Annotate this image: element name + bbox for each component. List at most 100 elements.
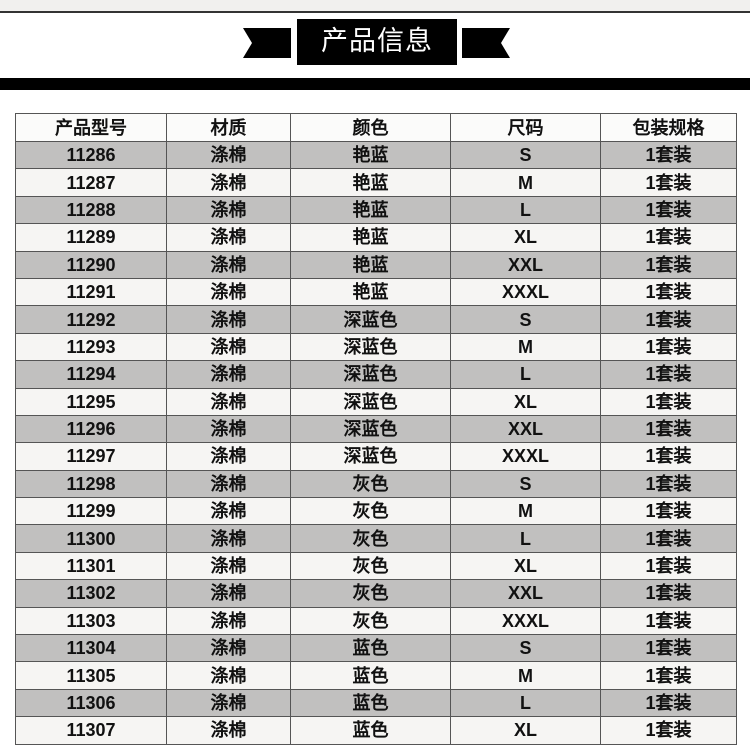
cell-size: XXXL bbox=[450, 606, 601, 636]
cell-material: 涤棉 bbox=[166, 250, 291, 279]
cell-material: 涤棉 bbox=[166, 716, 291, 745]
cell-color: 艳蓝 bbox=[290, 223, 451, 252]
cell-size: S bbox=[450, 305, 601, 334]
header-model: 产品型号 bbox=[15, 113, 167, 142]
cell-size: XXXL bbox=[450, 442, 601, 471]
cell-packaging: 1套装 bbox=[600, 579, 737, 608]
top-divider bbox=[0, 11, 750, 13]
cell-color: 灰色 bbox=[290, 524, 451, 553]
cell-packaging: 1套装 bbox=[600, 524, 737, 553]
header-color: 颜色 bbox=[290, 113, 451, 142]
cell-packaging: 1套装 bbox=[600, 168, 737, 197]
cell-color: 深蓝色 bbox=[290, 387, 451, 416]
cell-model: 11290 bbox=[15, 250, 167, 279]
cell-model: 11286 bbox=[15, 140, 167, 170]
cell-size: L bbox=[450, 195, 601, 225]
cell-model: 11302 bbox=[15, 579, 167, 608]
cell-color: 灰色 bbox=[290, 579, 451, 608]
cell-material: 涤棉 bbox=[166, 195, 291, 225]
cell-size: XL bbox=[450, 716, 601, 745]
cell-color: 蓝色 bbox=[290, 661, 451, 690]
table-row: 11302 涤棉 灰色 XXL 1套装 bbox=[15, 579, 737, 608]
cell-model: 11292 bbox=[15, 305, 167, 334]
cell-color: 深蓝色 bbox=[290, 442, 451, 471]
table-row: 11287 涤棉 艳蓝 M 1套装 bbox=[15, 168, 737, 197]
cell-size: M bbox=[450, 332, 601, 362]
left-ribbon-icon bbox=[243, 28, 291, 58]
table-row: 11306 涤棉 蓝色 L 1套装 bbox=[15, 688, 737, 718]
cell-size: L bbox=[450, 360, 601, 389]
cell-packaging: 1套装 bbox=[600, 497, 737, 526]
cell-packaging: 1套装 bbox=[600, 195, 737, 225]
cell-material: 涤棉 bbox=[166, 360, 291, 389]
cell-color: 灰色 bbox=[290, 551, 451, 581]
table-row: 11297 涤棉 深蓝色 XXXL 1套装 bbox=[15, 442, 737, 471]
cell-material: 涤棉 bbox=[166, 140, 291, 170]
table-row: 11289 涤棉 艳蓝 XL 1套装 bbox=[15, 223, 737, 252]
table-row: 11288 涤棉 艳蓝 L 1套装 bbox=[15, 195, 737, 225]
header-packaging: 包装规格 bbox=[600, 113, 737, 142]
cell-model: 11289 bbox=[15, 223, 167, 252]
right-ribbon-icon bbox=[462, 28, 510, 58]
cell-model: 11287 bbox=[15, 168, 167, 197]
cell-size: S bbox=[450, 140, 601, 170]
cell-size: S bbox=[450, 469, 601, 499]
cell-color: 艳蓝 bbox=[290, 195, 451, 225]
cell-color: 深蓝色 bbox=[290, 305, 451, 334]
cell-material: 涤棉 bbox=[166, 223, 291, 252]
cell-material: 涤棉 bbox=[166, 469, 291, 499]
cell-material: 涤棉 bbox=[166, 688, 291, 718]
cell-material: 涤棉 bbox=[166, 606, 291, 636]
cell-material: 涤棉 bbox=[166, 168, 291, 197]
cell-size: M bbox=[450, 497, 601, 526]
table-row: 11299 涤棉 灰色 M 1套装 bbox=[15, 497, 737, 526]
cell-packaging: 1套装 bbox=[600, 223, 737, 252]
cell-model: 11306 bbox=[15, 688, 167, 718]
header-size: 尺码 bbox=[450, 113, 601, 142]
cell-size: XL bbox=[450, 387, 601, 416]
cell-color: 深蓝色 bbox=[290, 332, 451, 362]
table-row: 11304 涤棉 蓝色 S 1套装 bbox=[15, 634, 737, 663]
table-row: 11305 涤棉 蓝色 M 1套装 bbox=[15, 661, 737, 690]
cell-size: XL bbox=[450, 223, 601, 252]
table-row: 11286 涤棉 艳蓝 S 1套装 bbox=[15, 140, 737, 170]
table-header-row: 产品型号 材质 颜色 尺码 包装规格 bbox=[15, 113, 737, 142]
cell-model: 11295 bbox=[15, 387, 167, 416]
cell-color: 蓝色 bbox=[290, 634, 451, 663]
cell-packaging: 1套装 bbox=[600, 250, 737, 279]
cell-color: 灰色 bbox=[290, 497, 451, 526]
cell-packaging: 1套装 bbox=[600, 414, 737, 444]
top-strip bbox=[0, 0, 750, 11]
table-row: 11294 涤棉 深蓝色 L 1套装 bbox=[15, 360, 737, 389]
cell-model: 11288 bbox=[15, 195, 167, 225]
table-row: 11292 涤棉 深蓝色 S 1套装 bbox=[15, 305, 737, 334]
cell-packaging: 1套装 bbox=[600, 387, 737, 416]
cell-model: 11301 bbox=[15, 551, 167, 581]
section-title: 产品信息 bbox=[297, 19, 457, 65]
cell-packaging: 1套装 bbox=[600, 688, 737, 718]
cell-material: 涤棉 bbox=[166, 551, 291, 581]
table-row: 11296 涤棉 深蓝色 XXL 1套装 bbox=[15, 414, 737, 444]
cell-material: 涤棉 bbox=[166, 661, 291, 690]
cell-material: 涤棉 bbox=[166, 387, 291, 416]
cell-color: 艳蓝 bbox=[290, 140, 451, 170]
table-row: 11307 涤棉 蓝色 XL 1套装 bbox=[15, 716, 737, 745]
cell-model: 11294 bbox=[15, 360, 167, 389]
cell-model: 11305 bbox=[15, 661, 167, 690]
table-row: 11293 涤棉 深蓝色 M 1套装 bbox=[15, 332, 737, 362]
cell-material: 涤棉 bbox=[166, 305, 291, 334]
header-material: 材质 bbox=[166, 113, 291, 142]
cell-size: XXL bbox=[450, 579, 601, 608]
cell-material: 涤棉 bbox=[166, 414, 291, 444]
cell-color: 深蓝色 bbox=[290, 414, 451, 444]
table-row: 11291 涤棉 艳蓝 XXXL 1套装 bbox=[15, 277, 737, 307]
table-row: 11301 涤棉 灰色 XL 1套装 bbox=[15, 551, 737, 581]
cell-model: 11300 bbox=[15, 524, 167, 553]
cell-model: 11298 bbox=[15, 469, 167, 499]
table-row: 11298 涤棉 灰色 S 1套装 bbox=[15, 469, 737, 499]
cell-size: L bbox=[450, 524, 601, 553]
cell-color: 艳蓝 bbox=[290, 277, 451, 307]
cell-packaging: 1套装 bbox=[600, 360, 737, 389]
cell-packaging: 1套装 bbox=[600, 469, 737, 499]
cell-packaging: 1套装 bbox=[600, 606, 737, 636]
